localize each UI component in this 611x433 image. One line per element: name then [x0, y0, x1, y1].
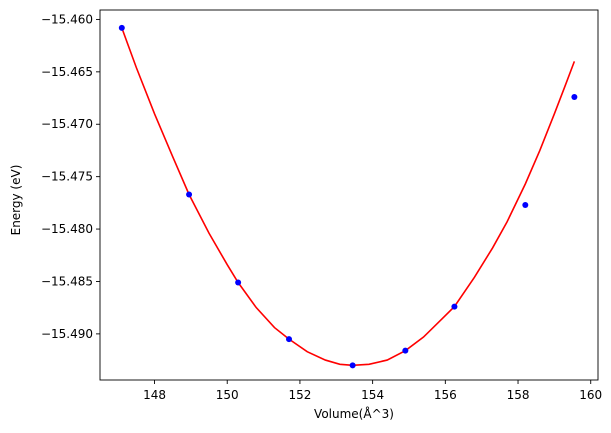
plot-area: [99, 9, 599, 381]
y-tick-label: −15.490: [41, 327, 93, 341]
data-point: [235, 279, 242, 286]
data-point: [402, 347, 409, 354]
y-tick-label: −15.475: [41, 170, 93, 184]
y-tick-label: −15.460: [41, 12, 93, 26]
data-point: [286, 336, 293, 343]
data-point: [571, 94, 578, 100]
data-point: [118, 24, 125, 31]
x-tick-label: 160: [579, 388, 602, 402]
x-tick-label: 154: [361, 388, 384, 402]
data-point: [186, 191, 193, 198]
data-point: [451, 303, 458, 310]
x-tick-label: 158: [507, 388, 530, 402]
data-point: [349, 362, 356, 369]
x-tick-label: 148: [143, 388, 166, 402]
y-tick-label: −15.480: [41, 222, 93, 236]
x-tick-label: 152: [288, 388, 311, 402]
axes-frame: [99, 9, 599, 381]
x-tick-label: 156: [434, 388, 457, 402]
y-tick-label: −15.485: [41, 274, 93, 288]
x-tick-label: 150: [216, 388, 239, 402]
x-axis-ticks: 148 150 152 154 156 158 160: [143, 380, 602, 402]
y-tick-label: −15.465: [41, 65, 93, 79]
y-tick-label: −15.470: [41, 117, 93, 131]
x-axis-label: Volume(Å^3): [314, 406, 394, 421]
y-axis-ticks: −15.460 −15.465 −15.470 −15.475 −15.480 −15.4…: [41, 12, 100, 341]
y-axis-label: Energy (eV): [9, 165, 23, 236]
data-point: [522, 201, 529, 208]
